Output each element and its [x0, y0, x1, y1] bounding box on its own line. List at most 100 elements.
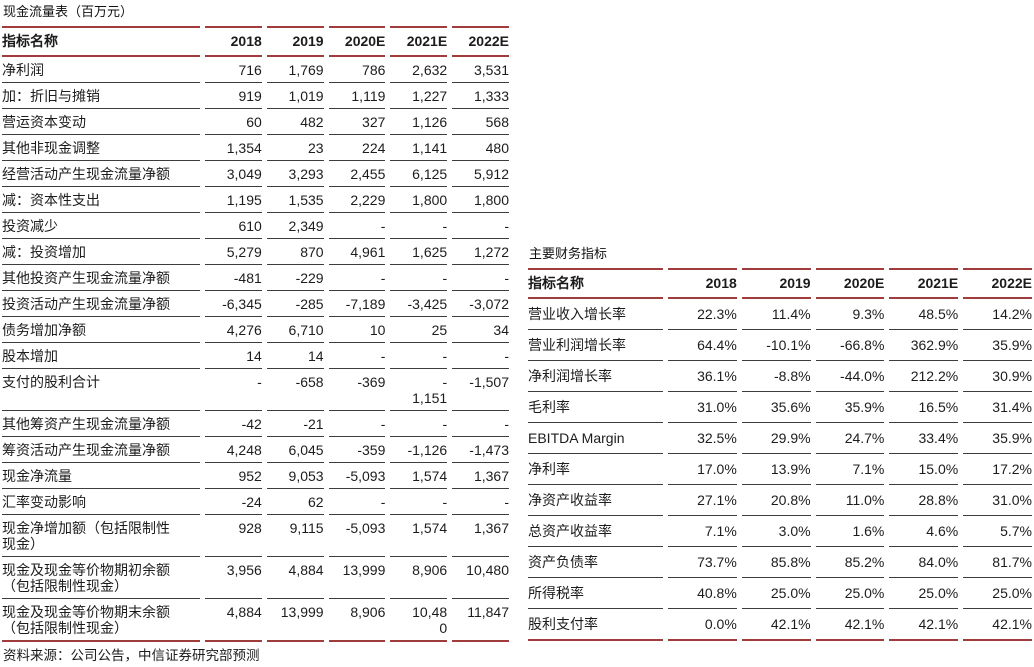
value-cell: 17.0%	[668, 454, 737, 485]
value-cell: -	[390, 343, 448, 369]
value-cell: 10	[328, 317, 386, 343]
value-cell: 35.9%	[963, 330, 1032, 361]
row-label: 汇率变动影响	[2, 489, 200, 515]
value-cell: 4,248	[205, 437, 262, 463]
table-row: 净资产收益率 27.1% 20.8% 11.0% 28.8% 31.0%	[528, 485, 1032, 516]
table-row: 营业收入增长率 22.3% 11.4% 9.3% 48.5% 14.2%	[528, 299, 1032, 330]
row-label: 净利润	[2, 57, 200, 83]
value-cell: 4,884	[205, 599, 262, 642]
value-cell: 27.1%	[668, 485, 737, 516]
value-cell: 23	[266, 135, 324, 161]
header-year: 2018	[205, 26, 262, 57]
value-cell: 952	[205, 463, 262, 489]
value-cell: 1,119	[328, 83, 386, 109]
value-cell: 22.3%	[668, 299, 737, 330]
table-row: 其他非现金调整 1,354 23 224 1,141 480	[2, 135, 509, 161]
source-note: 资料来源：公司公告，中信证券研究部预测	[3, 648, 260, 663]
metrics-table-title: 主要财务指标	[529, 246, 608, 261]
value-cell: 2,632	[390, 57, 448, 83]
value-cell: 10,48 0	[390, 599, 448, 642]
row-label: 总资产收益率	[528, 516, 663, 547]
value-cell: -1,126	[390, 437, 448, 463]
value-cell: -359	[328, 437, 386, 463]
value-cell: 81.7%	[963, 547, 1032, 578]
value-cell: 1,535	[266, 187, 324, 213]
value-cell: - 1,151	[390, 369, 448, 411]
value-cell: 16.5%	[889, 392, 959, 423]
value-cell: 33.4%	[889, 423, 959, 454]
value-cell: -1,507	[452, 369, 509, 411]
value-cell: 36.1%	[668, 361, 737, 392]
value-cell: -	[390, 265, 448, 291]
row-label: 股本增加	[2, 343, 200, 369]
value-cell: 1,574	[390, 515, 448, 557]
value-cell: 64.4%	[668, 330, 737, 361]
value-cell: -44.0%	[815, 361, 885, 392]
value-cell: 9.3%	[815, 299, 885, 330]
value-cell: 1,769	[266, 57, 324, 83]
header-year: 2019	[266, 26, 324, 57]
row-label: 加：折旧与摊销	[2, 83, 200, 109]
value-cell: 31.0%	[963, 485, 1032, 516]
cashflow-table: 指标名称 2018 2019 2020E 2021E 2022E 净利润 716 1,769 78…	[0, 26, 514, 642]
table-row: 净利率 17.0% 13.9% 7.1% 15.0% 17.2%	[528, 454, 1032, 485]
table-row: 股利支付率 0.0% 42.1% 42.1% 42.1% 42.1%	[528, 609, 1032, 641]
value-cell: 0.0%	[668, 609, 737, 641]
table-row: 现金净流量 952 9,053 -5,093 1,574 1,367	[2, 463, 509, 489]
value-cell: 13,999	[328, 557, 386, 599]
value-cell: -	[452, 213, 509, 239]
value-cell: -7,189	[328, 291, 386, 317]
table-row: 现金及现金等价物期末余额 （包括限制性现金） 4,884 13,999 8,906 10…	[2, 599, 509, 642]
table-row: 营业利润增长率 64.4% -10.1% -66.8% 362.9% 35.9%	[528, 330, 1032, 361]
value-cell: 17.2%	[963, 454, 1032, 485]
header-year: 2019	[741, 268, 811, 299]
row-label: 净利润增长率	[528, 361, 663, 392]
value-cell: 10,480	[452, 557, 509, 599]
header-year: 2018	[668, 268, 737, 299]
row-label: 筹资活动产生现金流量净额	[2, 437, 200, 463]
value-cell: 2,229	[328, 187, 386, 213]
header-row: 指标名称 2018 2019 2020E 2021E 2022E	[2, 26, 509, 57]
value-cell: 42.1%	[963, 609, 1032, 641]
value-cell: -	[328, 213, 386, 239]
table-row: 筹资活动产生现金流量净额 4,248 6,045 -359 -1,126 -1,473	[2, 437, 509, 463]
row-label: 经营活动产生现金流量净额	[2, 161, 200, 187]
value-cell: 25	[390, 317, 448, 343]
value-cell: 11.0%	[815, 485, 885, 516]
value-cell: 480	[452, 135, 509, 161]
value-cell: 2,455	[328, 161, 386, 187]
header-row: 指标名称 2018 2019 2020E 2021E 2022E	[528, 268, 1032, 299]
value-cell: 14.2%	[963, 299, 1032, 330]
value-cell: 28.8%	[889, 485, 959, 516]
header-label: 指标名称	[2, 26, 200, 57]
value-cell: -21	[266, 411, 324, 437]
value-cell: 4,276	[205, 317, 262, 343]
value-cell: 3,049	[205, 161, 262, 187]
value-cell: 11,847	[452, 599, 509, 642]
value-cell: 34	[452, 317, 509, 343]
value-cell: 40.8%	[668, 578, 737, 609]
row-label: 支付的股利合计	[2, 369, 200, 411]
value-cell: -6,345	[205, 291, 262, 317]
value-cell: -	[390, 489, 448, 515]
value-cell: -	[328, 489, 386, 515]
header-year: 2021E	[390, 26, 448, 57]
cashflow-section: 现金流量表（百万元） 指标名称 2018 2019 2020E 2021E 2022E 净利…	[2, 4, 509, 664]
value-cell: 6,125	[390, 161, 448, 187]
value-cell: -8.8%	[741, 361, 811, 392]
table-row: 债务增加净额 4,276 6,710 10 25 34	[2, 317, 509, 343]
value-cell: 1,195	[205, 187, 262, 213]
value-cell: 84.0%	[889, 547, 959, 578]
value-cell: -42	[205, 411, 262, 437]
value-cell: 3,531	[452, 57, 509, 83]
row-label: 投资减少	[2, 213, 200, 239]
value-cell: 25.0%	[963, 578, 1032, 609]
value-cell: 14	[205, 343, 262, 369]
row-label: 净利率	[528, 454, 663, 485]
value-cell: 4,884	[266, 557, 324, 599]
value-cell: 35.9%	[815, 392, 885, 423]
row-label: 营业利润增长率	[528, 330, 663, 361]
table-row: 其他投资产生现金流量净额 -481 -229- - -	[2, 265, 509, 291]
table-row: 净利润 716 1,769 786 2,632 3,531	[2, 57, 509, 83]
value-cell: -	[452, 411, 509, 437]
